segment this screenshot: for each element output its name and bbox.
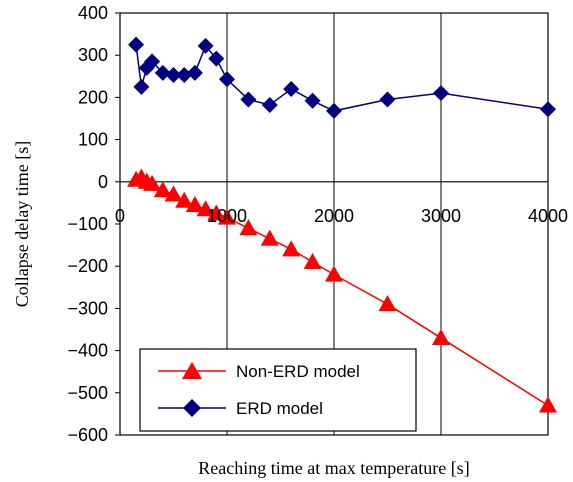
data-point-erd-model <box>154 64 171 81</box>
series-layer <box>127 36 557 413</box>
y-tick-label: −100 <box>67 214 108 234</box>
x-tick-label: 0 <box>115 206 125 226</box>
y-tick-label: 100 <box>78 130 108 150</box>
data-point-non-erd-model <box>282 240 301 257</box>
y-axis-title: Collapse delay time [s] <box>12 141 32 307</box>
y-tick-label: −500 <box>67 383 108 403</box>
data-point-non-erd-model <box>303 252 322 269</box>
data-point-non-erd-model <box>196 200 215 217</box>
legend-marker-erd <box>183 399 201 417</box>
data-point-erd-model <box>176 67 193 84</box>
data-point-non-erd-model <box>207 204 226 221</box>
data-point-erd-model <box>326 102 342 119</box>
axis-layer <box>115 12 549 436</box>
legend-marker-non-erd <box>182 362 202 379</box>
x-axis-title: Reaching time at max temperature [s] <box>198 458 469 478</box>
x-tick-label: 1000 <box>207 206 247 226</box>
x-tick-label: 4000 <box>528 206 568 226</box>
data-point-erd-model <box>165 67 182 84</box>
ticks-layer: 0 1000 2000 3000 40004003002001000−100−200−3… <box>67 3 568 445</box>
y-tick-label: 300 <box>78 45 108 65</box>
data-point-non-erd-model <box>378 295 397 312</box>
data-point-non-erd-model <box>175 191 194 208</box>
data-point-non-erd-model <box>260 229 279 246</box>
data-point-erd-model <box>208 50 225 67</box>
data-point-non-erd-model <box>239 219 258 236</box>
data-point-non-erd-model <box>143 174 162 191</box>
data-point-erd-model <box>197 37 214 54</box>
y-tick-label: −300 <box>67 298 108 318</box>
y-tick-label: 400 <box>78 3 108 23</box>
legend-label-non-erd: Non-ERD model <box>236 362 360 381</box>
data-point-erd-model <box>540 101 556 118</box>
legend: Non-ERD model ERD model <box>139 348 417 432</box>
data-point-erd-model <box>240 91 257 108</box>
y-tick-label: 200 <box>78 87 108 107</box>
x-tick-label: 2000 <box>314 206 354 226</box>
data-point-non-erd-model <box>185 196 204 213</box>
data-point-erd-model <box>261 96 278 113</box>
y-tick-label: −400 <box>67 341 108 361</box>
data-point-non-erd-model <box>164 185 183 202</box>
data-point-non-erd-model <box>539 396 557 413</box>
data-point-non-erd-model <box>218 208 236 225</box>
legend-box <box>139 348 417 432</box>
data-point-erd-model <box>433 85 449 102</box>
data-point-non-erd-model <box>325 265 343 282</box>
data-point-erd-model <box>186 64 203 81</box>
data-point-erd-model <box>304 92 321 109</box>
y-tick-label: −600 <box>67 425 108 445</box>
y-tick-label: 0 <box>98 172 108 192</box>
data-point-non-erd-model <box>153 181 172 198</box>
data-point-erd-model <box>219 71 235 88</box>
data-point-non-erd-model <box>432 328 450 345</box>
y-tick-label: −200 <box>67 256 108 276</box>
x-tick-label: 3000 <box>421 206 461 226</box>
legend-label-erd: ERD model <box>236 399 323 418</box>
data-point-erd-model <box>133 78 150 95</box>
data-point-erd-model <box>144 53 161 70</box>
data-point-erd-model <box>379 91 396 108</box>
data-point-erd-model <box>283 80 300 97</box>
data-point-erd-model <box>128 36 145 53</box>
